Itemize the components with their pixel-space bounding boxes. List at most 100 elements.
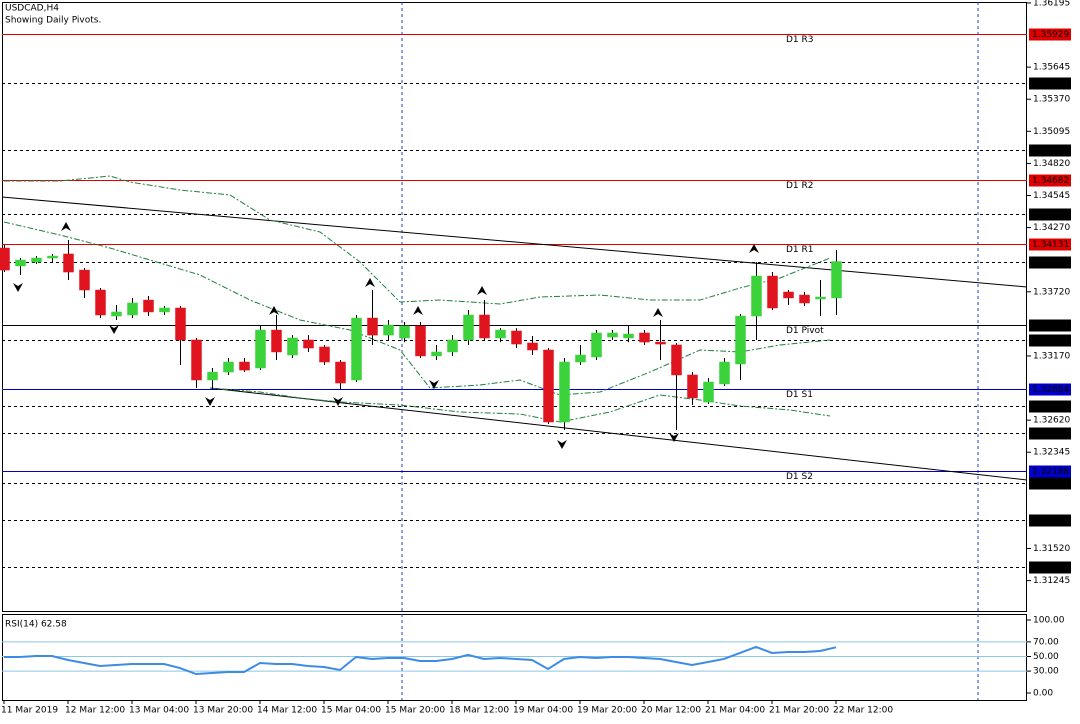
level-label: 1.34385 (1032, 210, 1069, 220)
rsi-panel-frame (2, 614, 1027, 701)
candle-body (191, 339, 202, 381)
y-tick-label: 1.35370 (1033, 95, 1070, 105)
fractal-up (749, 244, 759, 253)
x-tick-label: 20 Mar 12:00 (641, 706, 701, 716)
y-tick-label: 1.32345 (1033, 448, 1070, 458)
level-label-box (1029, 514, 1071, 527)
fractal-up (653, 308, 663, 317)
level-label: 1.34938 (1032, 146, 1069, 156)
candle-body (47, 255, 58, 259)
candle-body (271, 329, 282, 353)
fractal-up (61, 222, 71, 231)
rsi-title: RSI(14) 62.58 (5, 620, 67, 630)
axes: 1.36195 1.35645 1.35370 1.35095 1.34820 1.345… (1, 0, 1071, 716)
rsi-tick-label: 0.00 (1033, 688, 1053, 698)
level-label-box (1029, 208, 1071, 221)
fractal-down (557, 440, 567, 449)
x-tick-label: 21 Mar 04:00 (705, 706, 765, 716)
y-tick-label: 1.35645 (1033, 63, 1070, 73)
envelope-middle (3, 221, 831, 396)
x-tick-label: 11 Mar 2019 (1, 706, 58, 716)
level-label: 1.32188 (1032, 467, 1069, 477)
x-tick-label: 18 Mar 12:00 (449, 706, 509, 716)
level-name: D1 R1 (786, 245, 814, 255)
fractal-up (365, 278, 375, 287)
x-tick-label: 22 Mar 12:00 (833, 706, 893, 716)
x-tick-label: 13 Mar 04:00 (129, 706, 189, 716)
candle-body (415, 325, 426, 357)
level-label-box (1029, 28, 1071, 41)
candle-body (255, 329, 266, 369)
level-name: D1 S1 (786, 390, 813, 400)
level-label: 1.34682 (1032, 176, 1069, 186)
candle-body (143, 299, 154, 313)
level-name: D1 R3 (786, 35, 814, 45)
candle-body (431, 351, 442, 357)
envelope-lower (209, 387, 831, 423)
level-label: 1.31360 (1032, 563, 1069, 573)
level-label-box (1029, 334, 1071, 347)
candle-body (0, 247, 10, 271)
fractal-up (413, 306, 423, 315)
candle-body (639, 332, 650, 343)
y-tick-label: 1.31520 (1033, 544, 1070, 554)
candle-body (735, 315, 746, 365)
candle-body (623, 333, 634, 339)
candle-body (111, 311, 122, 317)
candle-body (351, 317, 362, 381)
y-tick-label: 1.32620 (1033, 416, 1070, 426)
candle-body (511, 330, 522, 345)
candle-body (79, 269, 90, 291)
candle-body (95, 289, 106, 316)
rsi-tick-label: 70.00 (1033, 637, 1059, 647)
candle-body (783, 291, 794, 299)
candle-body (655, 341, 666, 345)
x-tick-label: 21 Mar 20:00 (769, 706, 829, 716)
candle-body (31, 257, 42, 263)
level-label-box (1029, 238, 1071, 251)
candle-body (559, 361, 570, 423)
candle-body (335, 361, 346, 384)
level-label: 1.33311 (1032, 336, 1069, 346)
level-name: D1 S2 (786, 472, 813, 482)
candle-body (63, 253, 74, 273)
candle-body (287, 337, 298, 356)
chart-subtitle: Showing Daily Pivots. (5, 16, 101, 26)
x-tick-label: 14 Mar 12:00 (257, 706, 317, 716)
main-panel-frame (2, 2, 1027, 612)
level-label: 1.33435 (1032, 321, 1069, 331)
fractal-down (13, 283, 23, 292)
rsi-line (4, 645, 837, 676)
fractals (13, 222, 759, 449)
y-tick-label: 1.35095 (1033, 127, 1070, 137)
candle-body (527, 342, 538, 351)
candle-body (815, 296, 826, 300)
x-tick-label: 12 Mar 12:00 (65, 706, 125, 716)
candle-body (383, 324, 394, 336)
level-label: 1.33979 (1032, 258, 1069, 268)
candle-body (751, 275, 762, 317)
level-label-box (1029, 561, 1071, 574)
level-label-box (1029, 400, 1071, 413)
level-label-box (1029, 256, 1071, 269)
level-label: 1.34131 (1032, 240, 1069, 250)
levels: D1 R3 D1 R2 D1 R1 D1 Pivot D1 S1 D1 S2 (2, 34, 1027, 672)
candle-body (575, 354, 586, 363)
candle-body (159, 307, 170, 313)
candle-body (479, 314, 490, 339)
level-label: 1.32080 (1032, 479, 1069, 489)
candle-body (463, 314, 474, 341)
y-tick-label: 1.34270 (1033, 223, 1070, 233)
level-name: D1 R2 (786, 181, 814, 191)
fractal-down (109, 325, 119, 334)
candle-body (703, 381, 714, 403)
candle-body (175, 307, 186, 341)
chart-title: USDCAD,H4 (5, 4, 59, 14)
x-tick-label: 15 Mar 04:00 (321, 706, 381, 716)
candle-body (15, 259, 26, 267)
trend-line (209, 387, 1028, 481)
level-label-box (1029, 383, 1071, 396)
level-label-box (1029, 465, 1071, 478)
candle-body (719, 361, 730, 385)
